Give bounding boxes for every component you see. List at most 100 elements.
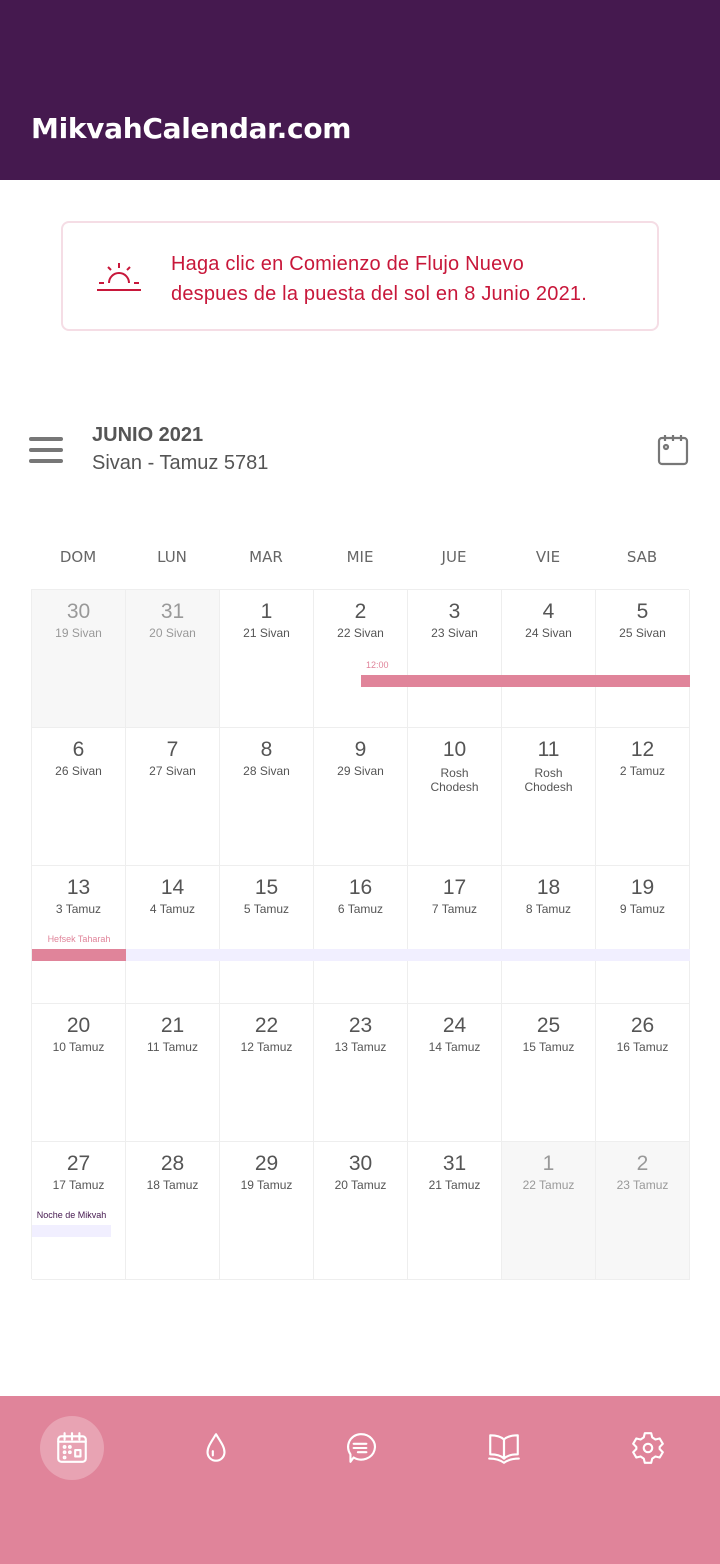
sunset-icon xyxy=(97,263,141,291)
day-cell[interactable]: 23 13 Tamuz xyxy=(314,1004,408,1142)
day-number: 30 xyxy=(348,1152,373,1175)
day-number: 5 xyxy=(636,600,649,623)
day-cell[interactable]: 26 16 Tamuz xyxy=(596,1004,690,1142)
day-cell[interactable]: 18 8 Tamuz xyxy=(502,866,596,1004)
nav-calendar-button[interactable] xyxy=(40,1416,104,1480)
day-cell[interactable]: 31 21 Tamuz xyxy=(408,1142,502,1280)
event-bar[interactable] xyxy=(32,949,126,961)
hebrew-date: 11 Tamuz xyxy=(147,1040,198,1054)
day-cell[interactable]: 17 7 Tamuz xyxy=(408,866,502,1004)
day-cell[interactable]: 29 19 Tamuz xyxy=(220,1142,314,1280)
day-cell[interactable]: 28 18 Tamuz xyxy=(126,1142,220,1280)
hebrew-date: 21 Tamuz xyxy=(428,1178,481,1192)
menu-button[interactable] xyxy=(29,437,63,465)
hebrew-date: 22 Sivan xyxy=(337,626,384,640)
day-number: 24 xyxy=(442,1014,467,1037)
weekday-lun: LUN xyxy=(157,548,187,566)
day-number: 30 xyxy=(66,600,91,623)
day-cell[interactable]: 9 29 Sivan xyxy=(314,728,408,866)
event-label: Noche de Mikvah xyxy=(36,1210,107,1220)
hebrew-date: 23 Sivan xyxy=(431,626,478,640)
app-title: MikvahCalendar.com xyxy=(31,112,352,145)
day-cell[interactable]: 2 22 Sivan xyxy=(314,590,408,728)
hebrew-date: 23 Tamuz xyxy=(616,1178,669,1192)
day-number: 29 xyxy=(254,1152,279,1175)
hebrew-date: 8 Tamuz xyxy=(525,902,572,916)
hebrew-date: 6 Tamuz xyxy=(337,902,384,916)
day-number: 9 xyxy=(354,738,367,761)
day-cell[interactable]: 3 23 Sivan xyxy=(408,590,502,728)
day-cell[interactable]: 22 12 Tamuz xyxy=(220,1004,314,1142)
hebrew-date: 26 Sivan xyxy=(55,764,102,778)
hebrew-date: 29 Sivan xyxy=(337,764,384,778)
day-cell[interactable]: 10 Rosh Chodesh xyxy=(408,728,502,866)
notice-banner: Haga clic en Comienzo de Flujo Nuevo des… xyxy=(61,221,659,331)
day-cell[interactable]: 7 27 Sivan xyxy=(126,728,220,866)
day-number: 6 xyxy=(72,738,85,761)
day-number: 10 xyxy=(442,738,467,761)
day-cell[interactable]: 1 21 Sivan xyxy=(220,590,314,728)
day-cell[interactable]: 14 4 Tamuz xyxy=(126,866,220,1004)
day-cell[interactable]: 20 10 Tamuz xyxy=(32,1004,126,1142)
calendar-icon[interactable] xyxy=(656,433,690,467)
event-bar[interactable] xyxy=(32,1225,111,1237)
hebrew-date: 20 Tamuz xyxy=(334,1178,387,1192)
day-cell[interactable]: 30 19 Sivan xyxy=(32,590,126,728)
hebrew-date: Rosh Chodesh xyxy=(430,766,479,794)
weekday-sab: SAB xyxy=(626,548,658,566)
day-cell[interactable]: 19 9 Tamuz xyxy=(596,866,690,1004)
hebrew-date: 9 Tamuz xyxy=(619,902,666,916)
day-cell[interactable]: 8 28 Sivan xyxy=(220,728,314,866)
hebrew-month-title: Sivan - Tamuz 5781 xyxy=(92,452,269,474)
hebrew-date: 5 Tamuz xyxy=(243,902,290,916)
day-number: 8 xyxy=(260,738,273,761)
day-number: 22 xyxy=(254,1014,279,1037)
hebrew-date: 10 Tamuz xyxy=(52,1040,105,1054)
day-cell[interactable]: 24 14 Tamuz xyxy=(408,1004,502,1142)
nav-gear-button[interactable] xyxy=(616,1416,680,1480)
day-number: 28 xyxy=(160,1152,185,1175)
notice-text: Haga clic en Comienzo de Flujo Nuevo des… xyxy=(171,249,587,309)
day-cell[interactable]: 4 24 Sivan xyxy=(502,590,596,728)
hebrew-date: 24 Sivan xyxy=(525,626,572,640)
day-cell[interactable]: 5 25 Sivan xyxy=(596,590,690,728)
hebrew-date: 18 Tamuz xyxy=(146,1178,199,1192)
day-cell[interactable]: 6 26 Sivan xyxy=(32,728,126,866)
day-number: 26 xyxy=(630,1014,655,1037)
day-number: 31 xyxy=(160,600,185,623)
day-number: 2 xyxy=(636,1152,649,1175)
event-label: Hefsek Taharah xyxy=(47,934,111,944)
day-number: 1 xyxy=(260,600,273,623)
nav-drop-button[interactable] xyxy=(184,1416,248,1480)
day-cell[interactable]: 13 3 Tamuz xyxy=(32,866,126,1004)
day-number: 18 xyxy=(536,876,561,899)
weekday-header: DOM LUN MAR MIE JUE VIE SAB xyxy=(31,548,689,566)
day-number: 13 xyxy=(66,876,91,899)
day-cell[interactable]: 31 20 Sivan xyxy=(126,590,220,728)
event-bar[interactable] xyxy=(361,675,690,687)
day-number: 1 xyxy=(542,1152,555,1175)
hebrew-date: 21 Sivan xyxy=(243,626,290,640)
day-cell[interactable]: 16 6 Tamuz xyxy=(314,866,408,1004)
day-cell[interactable]: 30 20 Tamuz xyxy=(314,1142,408,1280)
event-bar[interactable] xyxy=(126,949,690,961)
day-number: 7 xyxy=(166,738,179,761)
hebrew-date: 17 Tamuz xyxy=(52,1178,105,1192)
day-cell[interactable]: 25 15 Tamuz xyxy=(502,1004,596,1142)
hebrew-date: 4 Tamuz xyxy=(149,902,196,916)
day-cell[interactable]: 2 23 Tamuz xyxy=(596,1142,690,1280)
day-number: 15 xyxy=(254,876,279,899)
day-number: 27 xyxy=(66,1152,91,1175)
book-icon xyxy=(488,1434,520,1464)
notice-line-2: despues de la puesta del sol en 8 Junio … xyxy=(171,283,587,305)
day-cell[interactable]: 27 17 Tamuz xyxy=(32,1142,126,1280)
day-cell[interactable]: 15 5 Tamuz xyxy=(220,866,314,1004)
nav-book-button[interactable] xyxy=(472,1416,536,1480)
nav-chat-button[interactable] xyxy=(328,1416,392,1480)
day-cell[interactable]: 11 Rosh Chodesh xyxy=(502,728,596,866)
day-number: 12 xyxy=(630,738,655,761)
day-cell[interactable]: 21 11 Tamuz xyxy=(126,1004,220,1142)
hebrew-date: 12 Tamuz xyxy=(240,1040,293,1054)
